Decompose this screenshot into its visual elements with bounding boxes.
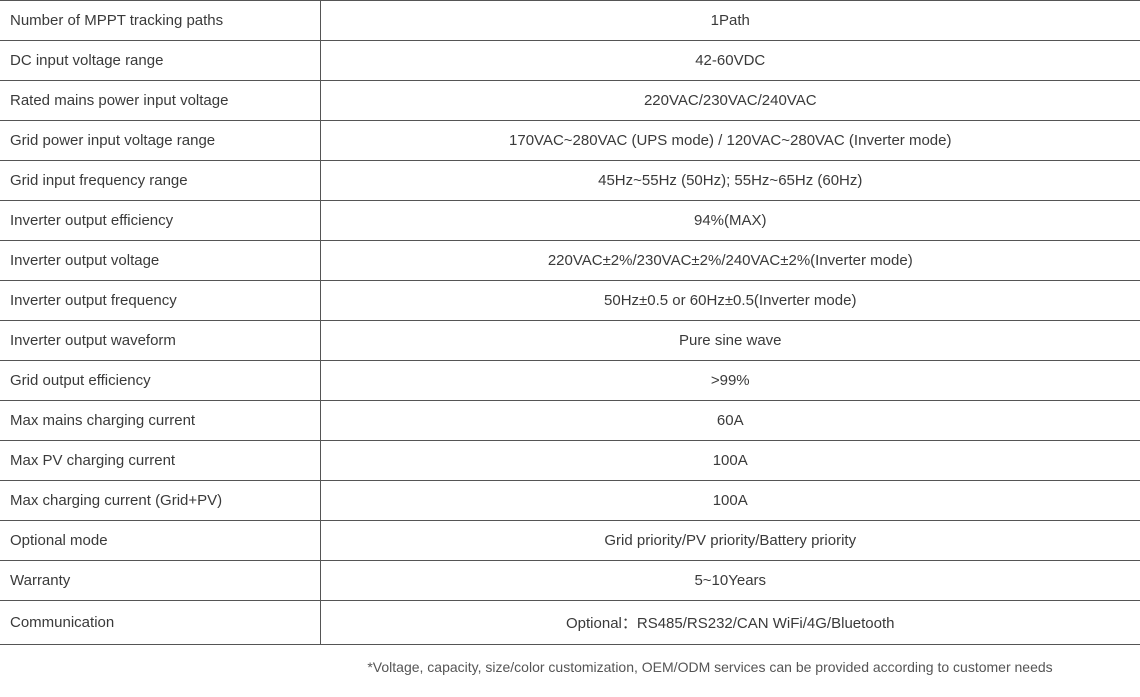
spec-value: 220VAC±2%/230VAC±2%/240VAC±2%(Inverter m…	[320, 241, 1140, 281]
spec-label: Max PV charging current	[0, 441, 320, 481]
table-row: Rated mains power input voltage 220VAC/2…	[0, 81, 1140, 121]
spec-value: >99%	[320, 361, 1140, 401]
table-row: Inverter output frequency 50Hz±0.5 or 60…	[0, 281, 1140, 321]
table-row: Inverter output voltage 220VAC±2%/230VAC…	[0, 241, 1140, 281]
spec-value: 1Path	[320, 1, 1140, 41]
spec-table-body: Number of MPPT tracking paths 1Path DC i…	[0, 1, 1140, 645]
spec-label: Max charging current (Grid+PV)	[0, 481, 320, 521]
spec-label: DC input voltage range	[0, 41, 320, 81]
spec-label: Number of MPPT tracking paths	[0, 1, 320, 41]
spec-label: Grid input frequency range	[0, 161, 320, 201]
spec-label: Communication	[0, 601, 320, 645]
table-row: Warranty 5~10Years	[0, 561, 1140, 601]
spec-value: 94%(MAX)	[320, 201, 1140, 241]
spec-label: Inverter output frequency	[0, 281, 320, 321]
table-row: Optional mode Grid priority/PV priority/…	[0, 521, 1140, 561]
spec-value: Grid priority/PV priority/Battery priori…	[320, 521, 1140, 561]
spec-value: 42-60VDC	[320, 41, 1140, 81]
table-row: Inverter output waveform Pure sine wave	[0, 321, 1140, 361]
spec-label: Inverter output waveform	[0, 321, 320, 361]
spec-label: Warranty	[0, 561, 320, 601]
spec-label: Rated mains power input voltage	[0, 81, 320, 121]
table-row: DC input voltage range 42-60VDC	[0, 41, 1140, 81]
table-row: Communication Optional：RS485/RS232/CAN W…	[0, 601, 1140, 645]
table-row: Number of MPPT tracking paths 1Path	[0, 1, 1140, 41]
spec-value: 220VAC/230VAC/240VAC	[320, 81, 1140, 121]
table-row: Max mains charging current 60A	[0, 401, 1140, 441]
table-row: Max PV charging current 100A	[0, 441, 1140, 481]
spec-value: Pure sine wave	[320, 321, 1140, 361]
spec-value: 60A	[320, 401, 1140, 441]
table-row: Grid output efficiency >99%	[0, 361, 1140, 401]
spec-value: 170VAC~280VAC (UPS mode) / 120VAC~280VAC…	[320, 121, 1140, 161]
spec-value: 45Hz~55Hz (50Hz); 55Hz~65Hz (60Hz)	[320, 161, 1140, 201]
table-row: Grid power input voltage range 170VAC~28…	[0, 121, 1140, 161]
spec-label: Inverter output efficiency	[0, 201, 320, 241]
spec-value: 100A	[320, 441, 1140, 481]
footnote-text: *Voltage, capacity, size/color customiza…	[280, 645, 1140, 685]
spec-value: Optional：RS485/RS232/CAN WiFi/4G/Bluetoo…	[320, 601, 1140, 645]
spec-label: Inverter output voltage	[0, 241, 320, 281]
spec-label: Optional mode	[0, 521, 320, 561]
spec-value: 100A	[320, 481, 1140, 521]
table-row: Grid input frequency range 45Hz~55Hz (50…	[0, 161, 1140, 201]
spec-table: Number of MPPT tracking paths 1Path DC i…	[0, 0, 1140, 645]
spec-label: Grid power input voltage range	[0, 121, 320, 161]
table-row: Inverter output efficiency 94%(MAX)	[0, 201, 1140, 241]
spec-label: Grid output efficiency	[0, 361, 320, 401]
table-row: Max charging current (Grid+PV) 100A	[0, 481, 1140, 521]
spec-label: Max mains charging current	[0, 401, 320, 441]
spec-value: 5~10Years	[320, 561, 1140, 601]
spec-value: 50Hz±0.5 or 60Hz±0.5(Inverter mode)	[320, 281, 1140, 321]
